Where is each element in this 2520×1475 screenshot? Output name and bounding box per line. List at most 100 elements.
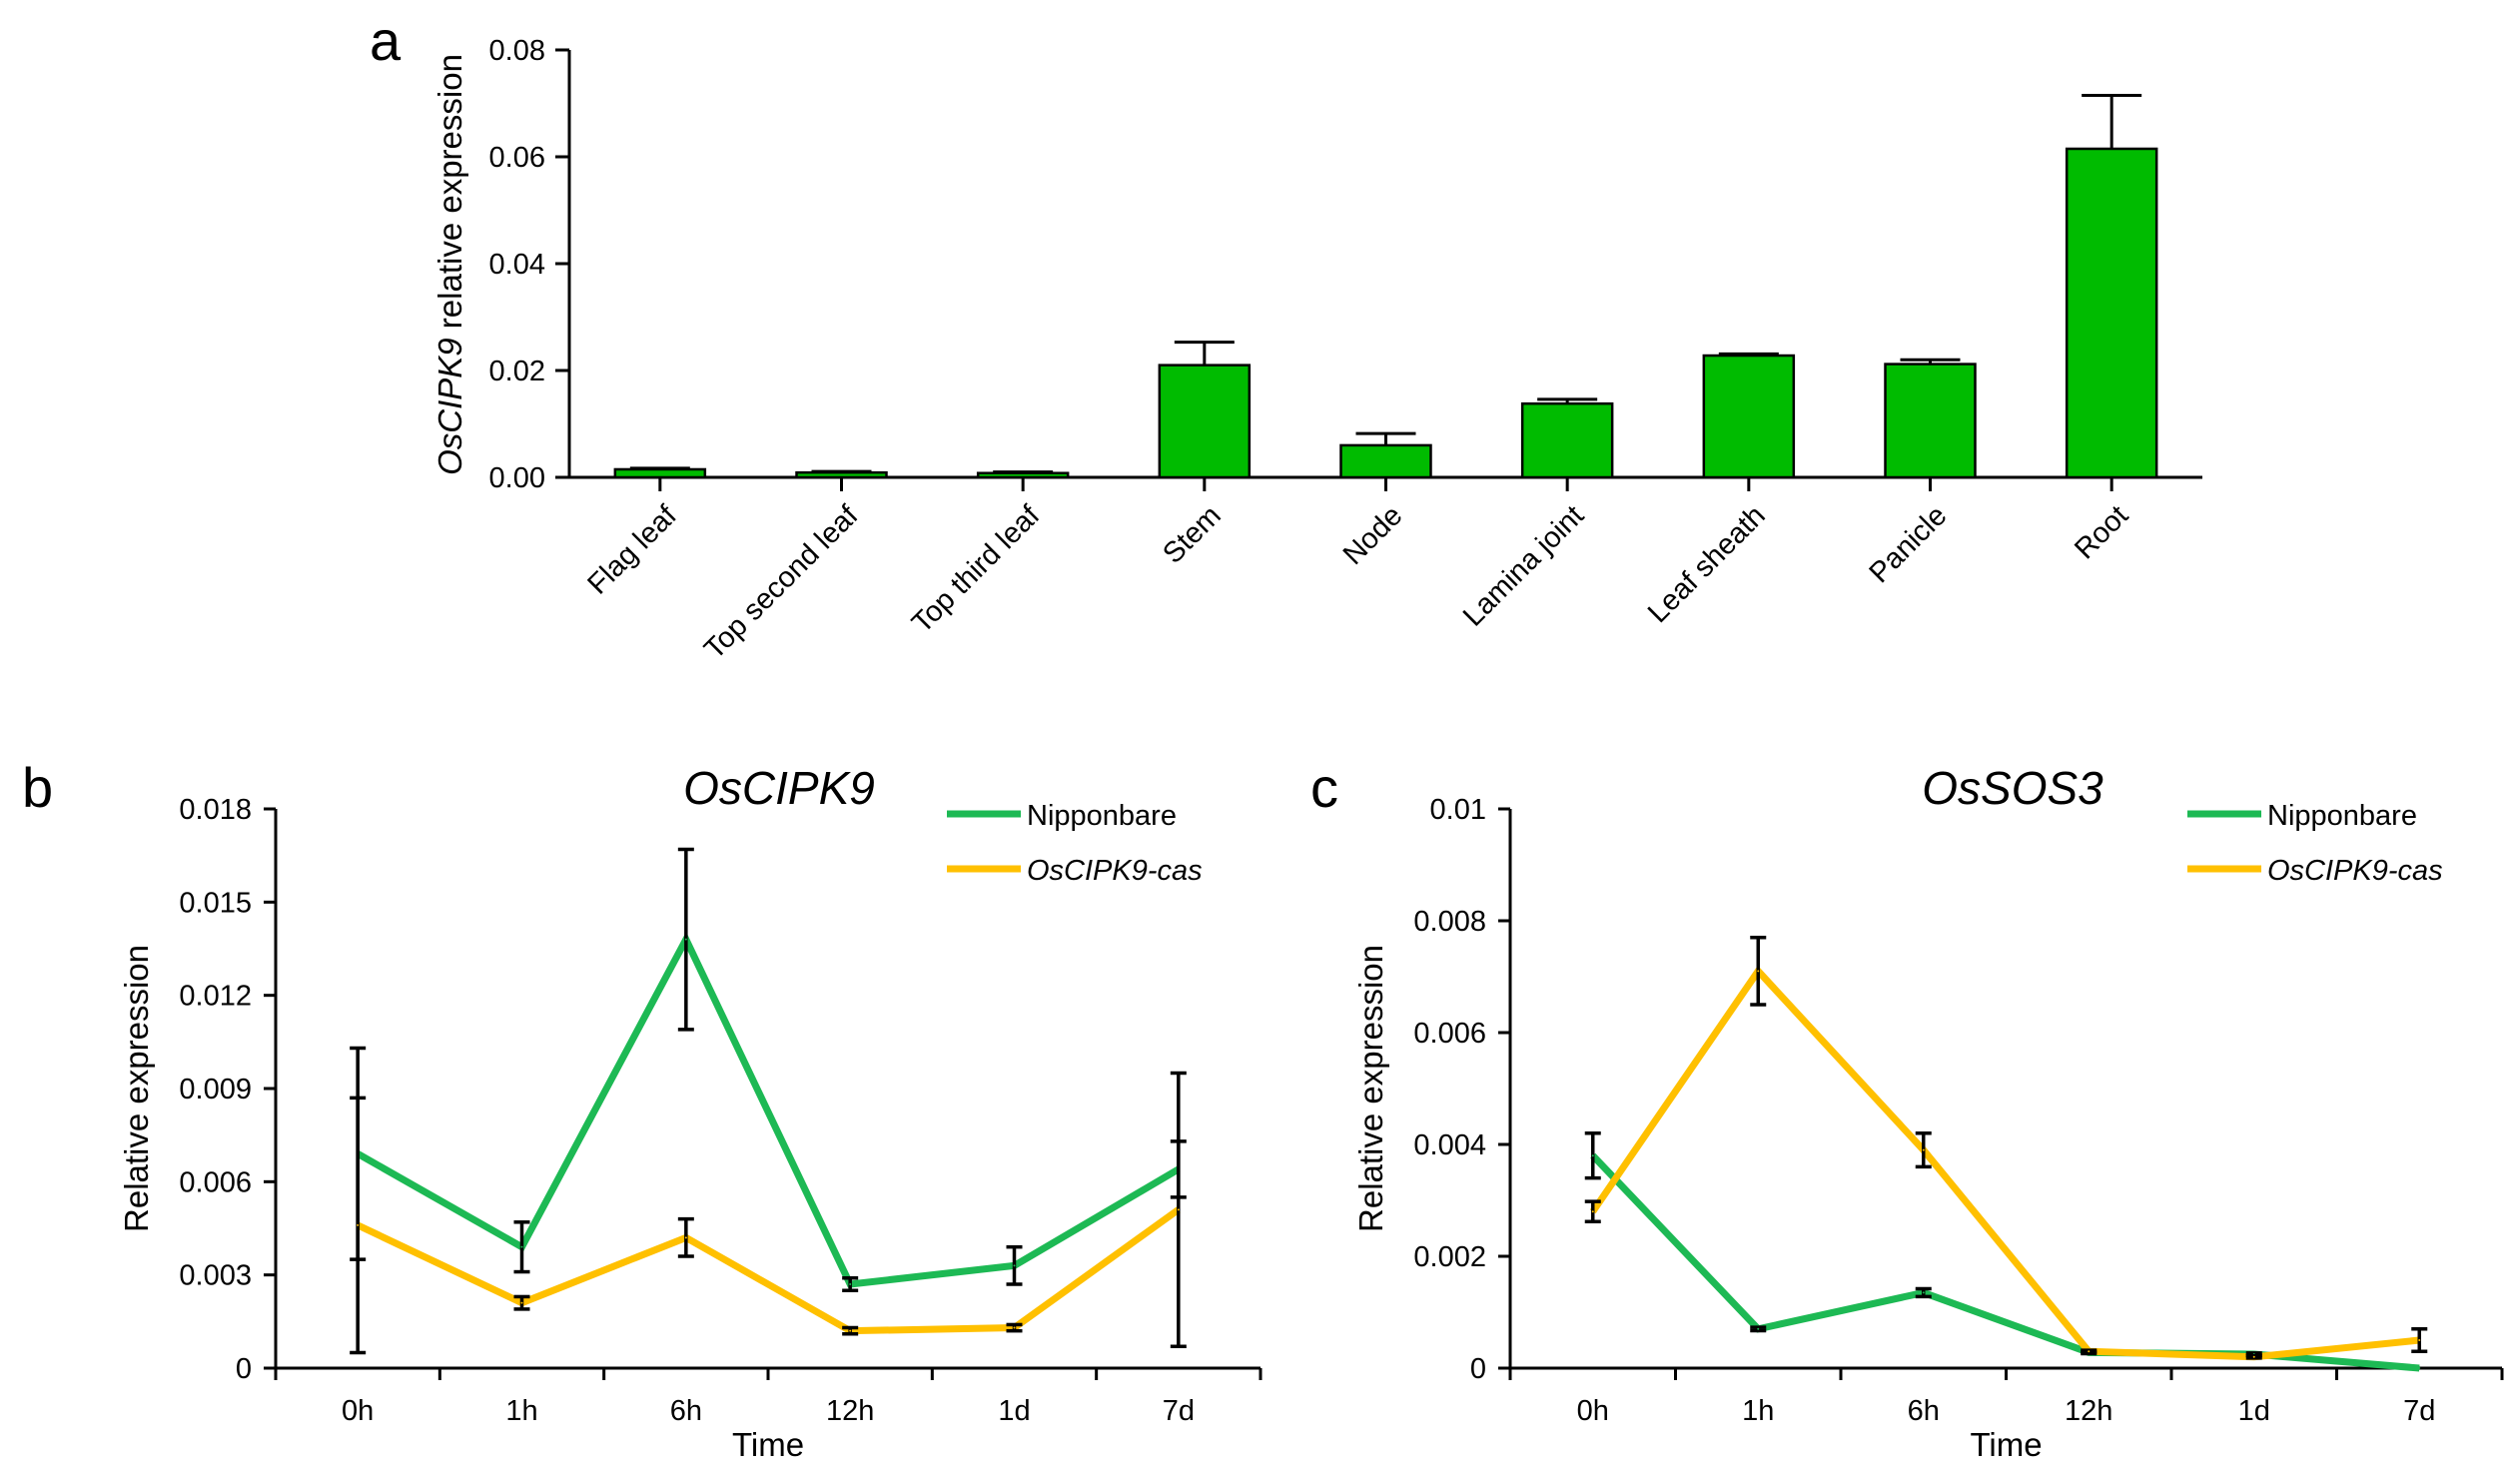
panel-label-c: c — [1310, 756, 1338, 819]
x-tick-label-a: Stem — [1157, 499, 1227, 569]
bar-panicle — [1884, 363, 1977, 479]
series-line-c-nipponbare — [1590, 1152, 2420, 1372]
y-axis-label-a: OsCIPK9 relative expression — [431, 54, 468, 475]
y-tick-label-c: 0.006 — [1413, 1018, 1486, 1050]
x-tick-label-b: 7d — [1163, 1395, 1195, 1427]
data-point-c-oscipk9-cas-6h — [1922, 1148, 1925, 1151]
y-tick-label-b: 0.009 — [179, 1074, 252, 1106]
panel-a: a 0.00 0.02 0.04 0.06 0.08 OsCIPK9 relative ex… — [370, 9, 2202, 666]
x-tick-label-c: 1d — [2238, 1395, 2270, 1427]
y-tick-label-a: 0.02 — [489, 356, 545, 387]
y-tick-label-c: 0.008 — [1413, 906, 1486, 938]
data-point-c-nipponbare-6h — [1922, 1291, 1925, 1294]
panel-b: b OsCIPK9 0 0.003 0.006 0.009 0.012 0.015 0.018 0… — [22, 756, 1262, 1463]
legend-label-c-nipponbare: Nipponbare — [2267, 800, 2417, 832]
y-tick-label-b: 0.006 — [179, 1166, 252, 1198]
x-tick-label-c: 7d — [2403, 1395, 2435, 1427]
x-tick-label-c: 1h — [1742, 1395, 1774, 1427]
data-point-b-oscipk9-cas-12h — [849, 1329, 852, 1332]
y-axis-label-a-gene: OsCIPK9 — [431, 338, 468, 475]
bar-leaf-sheath — [1702, 354, 1796, 479]
series-line-b-oscipk9-cas — [356, 1206, 1181, 1335]
data-point-c-oscipk9-cas-1d — [2252, 1355, 2255, 1358]
data-point-c-oscipk9-cas-12h — [2088, 1350, 2091, 1353]
error-bar-lamina-joint — [1537, 397, 1598, 404]
x-tick-label-a: Flag leaf — [582, 499, 684, 601]
error-bar-top-third-leaf — [993, 470, 1054, 474]
y-tick-label-c: 0.01 — [1430, 794, 1486, 826]
legend-label-b-nipponbare: Nipponbare — [1027, 800, 1177, 832]
x-axis-label-b: Time — [732, 1426, 804, 1463]
x-tick-label-a: Root — [2069, 499, 2134, 565]
y-tick-label-b: 0.003 — [179, 1260, 252, 1292]
y-tick-label-a: 0.04 — [489, 249, 545, 281]
data-point-b-oscipk9-cas-1d — [1013, 1326, 1016, 1329]
error-bar-leaf-sheath — [1718, 352, 1779, 357]
error-bar-panicle — [1900, 358, 1961, 365]
bar-lamina-joint — [1520, 401, 1614, 479]
bar-top-second-leaf — [795, 470, 888, 479]
y-tick-label-b: 0.018 — [179, 794, 252, 826]
legend-label-c-oscipk9-cas: OsCIPK9-cas — [2267, 855, 2443, 887]
data-point-b-oscipk9-cas-1h — [520, 1301, 523, 1304]
y-tick-label-b: 0.015 — [179, 887, 252, 919]
x-tick-label-a: Top second leaf — [698, 499, 865, 666]
series-line-c-oscipk9-cas — [1589, 965, 2420, 1361]
y-axis-label-b: Relative expression — [118, 945, 155, 1232]
bar-top-third-leaf — [976, 471, 1070, 479]
data-point-b-nipponbare-1d — [1013, 1264, 1016, 1267]
y-tick-label-a: 0.08 — [489, 35, 545, 67]
chart-title-c: OsSOS3 — [1922, 762, 2103, 814]
data-point-c-nipponbare-0h — [1591, 1154, 1594, 1157]
error-bar-stem — [1174, 341, 1235, 366]
x-tick-label-b: 0h — [342, 1395, 374, 1427]
data-point-b-oscipk9-cas-7d — [1177, 1208, 1180, 1211]
bar-node — [1339, 443, 1432, 479]
data-point-b-nipponbare-1h — [520, 1245, 523, 1248]
data-point-b-oscipk9-cas-6h — [684, 1236, 687, 1239]
bar-root — [2065, 147, 2158, 479]
y-axis-label-c: Relative expression — [1352, 945, 1389, 1232]
panel-c: c OsSOS3 0 0.002 0.004 0.006 0.008 0.01 0h 1h 6h 12… — [1310, 756, 2504, 1463]
y-tick-label-c: 0.004 — [1413, 1129, 1486, 1161]
data-point-c-oscipk9-cas-1h — [1757, 970, 1760, 973]
y-tick-label-a: 0.06 — [489, 142, 545, 174]
x-tick-label-a: Lamina joint — [1457, 499, 1590, 632]
data-point-b-nipponbare-12h — [849, 1283, 852, 1285]
x-tick-label-a: Node — [1337, 499, 1409, 571]
panel-label-a: a — [370, 9, 402, 72]
error-bar-flag-leaf — [629, 466, 690, 470]
x-tick-label-a: Top third leaf — [906, 499, 1047, 640]
bar-flag-leaf — [613, 467, 707, 479]
x-tick-label-b: 1h — [505, 1395, 537, 1427]
x-tick-label-c: 12h — [2065, 1395, 2112, 1427]
error-bar-node — [1355, 431, 1416, 445]
x-tick-label-b: 12h — [826, 1395, 874, 1427]
y-tick-label-b: 0.012 — [179, 981, 252, 1013]
error-bar-root — [2082, 93, 2142, 149]
data-point-c-nipponbare-7d — [2418, 1367, 2421, 1369]
y-tick-label-b: 0 — [236, 1353, 252, 1385]
x-tick-label-c: 0h — [1577, 1395, 1609, 1427]
x-tick-label-a: Panicle — [1864, 499, 1954, 589]
x-tick-label-a: Leaf sheath — [1642, 499, 1772, 629]
data-point-c-oscipk9-cas-7d — [2418, 1339, 2421, 1341]
legend-label-b-oscipk9-cas: OsCIPK9-cas — [1027, 855, 1203, 887]
x-tick-label-b: 1d — [998, 1395, 1030, 1427]
data-point-b-oscipk9-cas-0h — [357, 1223, 360, 1226]
y-axis-label-a-rest: relative expression — [431, 54, 468, 338]
chart-title-b: OsCIPK9 — [683, 762, 875, 814]
y-tick-label-c: 0 — [1470, 1353, 1486, 1385]
data-point-b-nipponbare-6h — [684, 938, 687, 941]
data-point-c-oscipk9-cas-0h — [1591, 1210, 1594, 1213]
x-axis-label-c: Time — [1970, 1426, 2042, 1463]
panel-label-b: b — [22, 756, 53, 819]
y-tick-label-a: 0.00 — [489, 462, 545, 494]
bar-stem — [1158, 364, 1252, 479]
data-point-c-nipponbare-1h — [1757, 1327, 1760, 1330]
series-line-b-nipponbare — [356, 931, 1181, 1288]
error-bar-top-second-leaf — [811, 469, 872, 473]
x-tick-label-c: 6h — [1908, 1395, 1940, 1427]
y-tick-label-c: 0.002 — [1413, 1241, 1486, 1273]
